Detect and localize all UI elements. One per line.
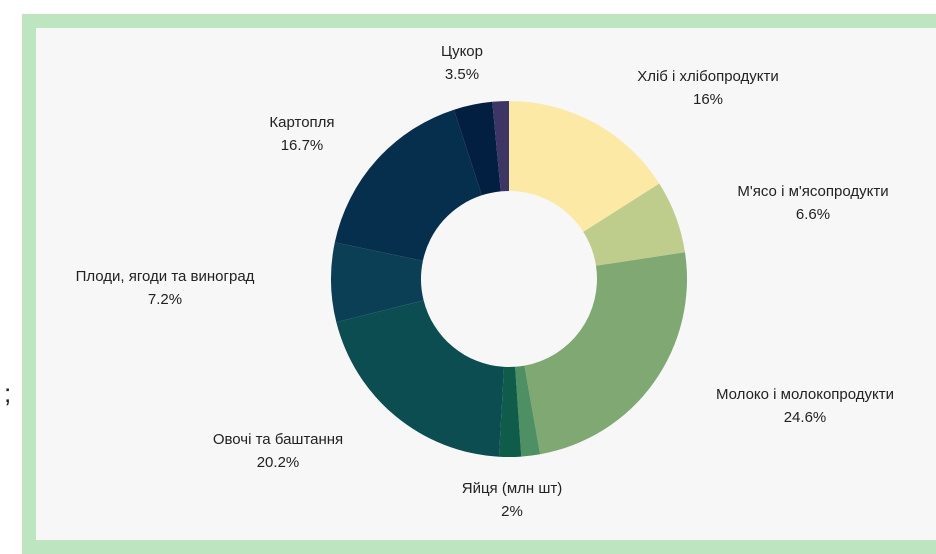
slice-label: Овочі та баштання [213,431,343,448]
slice-label: Хліб і хлібопродукти [637,68,779,85]
page: ; Хліб і хлібопродукти 16% М'ясо і м'ясопр… [4,14,936,554]
slice-label: М'ясо і м'ясопродукти [737,183,888,200]
donut-slice [583,183,685,266]
slice-label: Картопля [269,114,334,131]
slice-value-label: 6.6% [796,206,830,223]
donut-slice [498,366,522,458]
slice-value-label: 16.7% [281,137,324,154]
donut-slice [453,101,501,196]
donut-slice [515,365,541,457]
slice-label: Плоди, ягоди та виноград [76,268,255,285]
slice-value-label: 24.6% [784,409,827,426]
donut-slice [492,101,509,192]
slice-label: Молоко і молокопродукти [716,386,894,403]
slice-value-label: 2% [501,503,523,520]
cut-off-text: ; [4,378,12,408]
slice-value-label: 16% [693,91,723,108]
slice-label: Яйця (млн шт) [462,480,563,497]
donut-slice [336,300,505,457]
donut-slice [331,242,424,323]
donut-slice [509,101,660,232]
slice-value-label: 3.5% [445,66,479,83]
slice-value-label: 20.2% [257,454,300,471]
slice-label: Цукор [441,43,483,60]
slice-value-label: 7.2% [148,291,182,308]
chart: Хліб і хлібопродукти 16% М'ясо і м'ясопрод… [76,43,894,520]
donut-slice [524,252,687,455]
donut-slice [334,109,482,261]
